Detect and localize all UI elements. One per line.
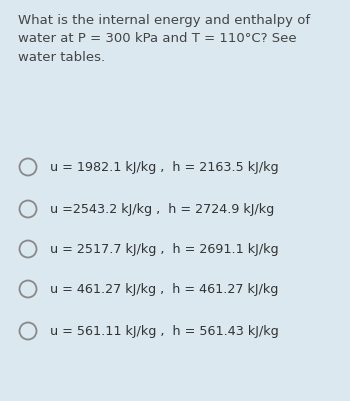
Text: u =2543.2 kJ/kg ,  h = 2724.9 kJ/kg: u =2543.2 kJ/kg , h = 2724.9 kJ/kg: [50, 203, 274, 216]
Text: u = 2517.7 kJ/kg ,  h = 2691.1 kJ/kg: u = 2517.7 kJ/kg , h = 2691.1 kJ/kg: [50, 243, 279, 256]
Text: u = 561.11 kJ/kg ,  h = 561.43 kJ/kg: u = 561.11 kJ/kg , h = 561.43 kJ/kg: [50, 325, 279, 338]
Text: u = 1982.1 kJ/kg ,  h = 2163.5 kJ/kg: u = 1982.1 kJ/kg , h = 2163.5 kJ/kg: [50, 161, 279, 174]
Text: u = 461.27 kJ/kg ,  h = 461.27 kJ/kg: u = 461.27 kJ/kg , h = 461.27 kJ/kg: [50, 283, 278, 296]
Text: What is the internal energy and enthalpy of
water at P = 300 kPa and T = 110°C? : What is the internal energy and enthalpy…: [18, 14, 310, 64]
